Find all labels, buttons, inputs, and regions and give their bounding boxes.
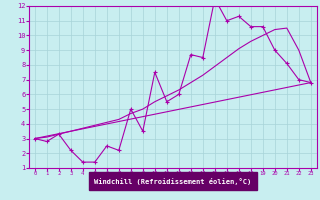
X-axis label: Windchill (Refroidissement éolien,°C): Windchill (Refroidissement éolien,°C) (94, 178, 252, 185)
